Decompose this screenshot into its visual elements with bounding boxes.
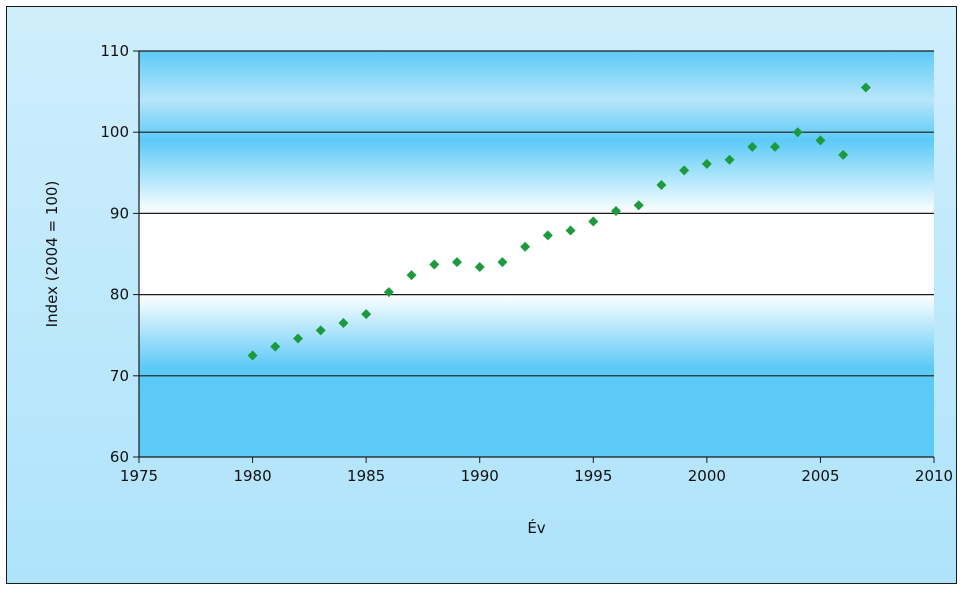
- data-point: [747, 141, 758, 152]
- data-point: [338, 318, 349, 329]
- y-tick-label: 100: [100, 123, 129, 141]
- data-point: [315, 325, 326, 336]
- y-tick-label: 80: [110, 286, 129, 304]
- x-tick-label: 1995: [574, 467, 612, 485]
- x-tick-label: 1985: [347, 467, 385, 485]
- data-point: [633, 200, 644, 211]
- data-point: [656, 179, 667, 190]
- data-point: [497, 257, 508, 268]
- x-tick-label: 1975: [120, 467, 158, 485]
- data-point: [565, 225, 576, 236]
- data-point: [406, 270, 417, 281]
- data-point: [542, 230, 553, 241]
- data-points: [247, 82, 871, 361]
- chart-frame: 60 70 80 90 100 110 1975 1980 1985 1990 1995 2000 20…: [6, 6, 957, 584]
- data-point: [383, 287, 394, 298]
- data-point: [452, 257, 462, 268]
- data-point: [860, 82, 871, 93]
- x-tick-label: 1980: [233, 467, 271, 485]
- y-axis-title: Index (2004 = 100): [43, 181, 61, 328]
- tick-labels: 60 70 80 90 100 110 1975 1980 1985 1990 1995 2000 20…: [100, 42, 953, 485]
- x-tick-label: 2000: [688, 467, 726, 485]
- data-point: [293, 333, 303, 344]
- data-point: [474, 261, 485, 272]
- data-point: [611, 205, 621, 216]
- data-point: [679, 165, 690, 176]
- x-axis-title: Év: [527, 518, 545, 537]
- data-point: [588, 216, 599, 227]
- data-point: [247, 350, 258, 361]
- x-tick-label: 2010: [915, 467, 953, 485]
- axes: [133, 50, 935, 463]
- data-point: [701, 158, 712, 169]
- data-point: [361, 309, 372, 320]
- data-point: [792, 127, 803, 138]
- data-point: [520, 241, 531, 252]
- data-point: [838, 149, 849, 160]
- data-point: [429, 259, 440, 270]
- y-tick-label: 70: [110, 367, 129, 385]
- scatter-chart: 60 70 80 90 100 110 1975 1980 1985 1990 1995 2000 20…: [43, 42, 953, 537]
- plot-area: [139, 51, 934, 457]
- data-point: [770, 141, 780, 152]
- data-point: [270, 341, 281, 352]
- x-tick-label: 1990: [461, 467, 499, 485]
- y-tick-label: 90: [110, 204, 129, 222]
- y-tick-label: 60: [110, 448, 129, 466]
- data-point: [815, 135, 826, 146]
- y-tick-label: 110: [100, 42, 129, 60]
- data-point: [724, 154, 735, 165]
- x-tick-label: 2005: [801, 467, 839, 485]
